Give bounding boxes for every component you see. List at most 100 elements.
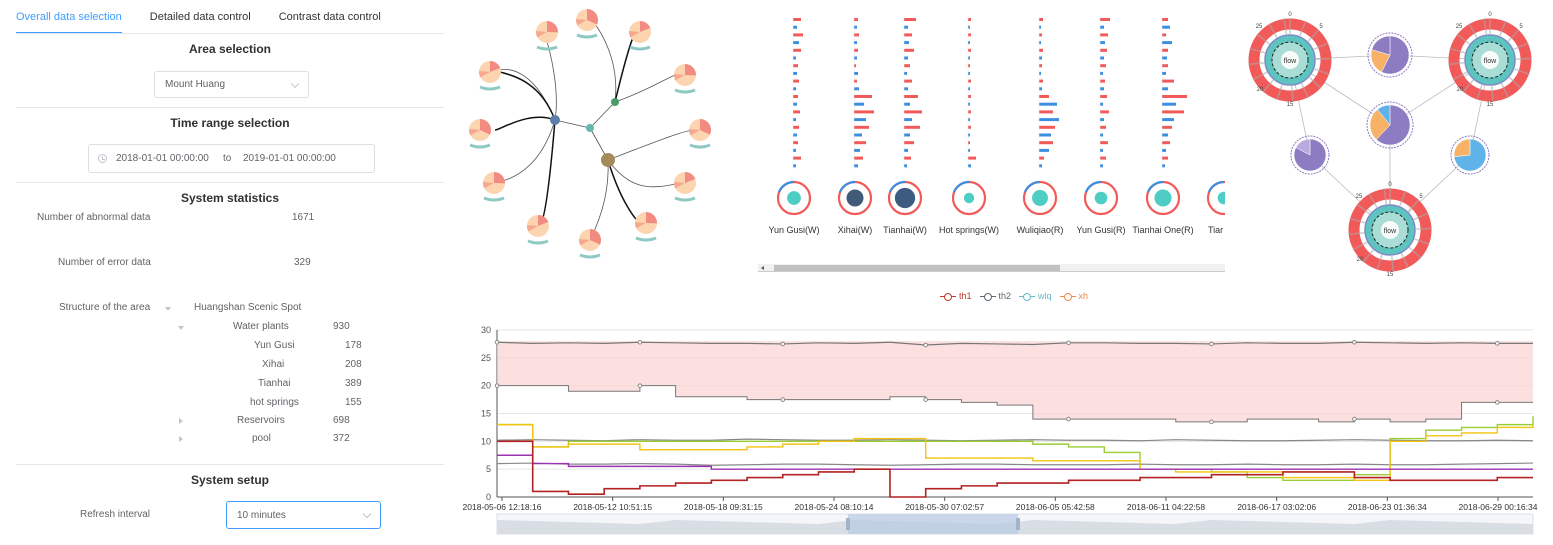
bar-mark xyxy=(854,18,858,21)
bar-mark xyxy=(1162,18,1168,21)
end-date-input[interactable]: 2019-01-01 00:00:00 xyxy=(243,153,336,164)
caret-down-icon[interactable] xyxy=(165,307,171,311)
bar-mark xyxy=(904,71,907,75)
data-point xyxy=(494,383,500,388)
gauge-center-label: flow xyxy=(1384,228,1397,235)
data-point xyxy=(494,339,500,345)
bar-mark xyxy=(793,79,799,83)
refresh-interval-select[interactable]: 10 minutes xyxy=(226,501,381,529)
bar-mark xyxy=(1039,25,1041,29)
pie-node xyxy=(483,172,505,202)
pie-node xyxy=(527,215,549,245)
pie-node xyxy=(635,212,657,242)
bar-mark xyxy=(854,125,869,129)
bar-mark xyxy=(1162,125,1172,129)
tab-contrast-data-control[interactable]: Contrast data control xyxy=(278,11,381,23)
flow-gauge: flow 0 25 5 20 15 xyxy=(1448,12,1533,108)
bar-mark xyxy=(1100,79,1105,83)
bar-mark xyxy=(904,102,910,106)
tree-value-tianhai: 389 xyxy=(345,378,362,389)
gauge-tick-label: 25 xyxy=(1256,24,1263,30)
bar-mark xyxy=(1039,18,1043,21)
gauge-center-label: flow xyxy=(1284,58,1297,65)
bar-mark xyxy=(904,125,920,129)
bar-mark xyxy=(793,148,796,152)
date-range-picker[interactable]: 2018-01-01 00:00:00 to 2019-01-01 00:00:… xyxy=(88,144,375,173)
bar-mark xyxy=(1039,95,1049,98)
x-tick-label: 2018-06-23 01:36:34 xyxy=(1348,502,1427,512)
legend-item-wlq[interactable]: wlq xyxy=(1019,291,1052,301)
bar-mark xyxy=(793,110,800,114)
bar-mark xyxy=(1162,64,1168,68)
bar-mark xyxy=(1100,25,1104,29)
tab-detailed-data-control[interactable]: Detailed data control xyxy=(149,11,251,23)
data-point xyxy=(1209,419,1214,425)
tree-item-pool[interactable]: pool xyxy=(252,433,271,444)
bar-mark xyxy=(904,79,912,83)
error-data-value: 329 xyxy=(294,257,311,268)
caret-right-icon[interactable] xyxy=(179,436,183,442)
threshold-band xyxy=(497,341,1533,422)
bar-mark xyxy=(904,95,918,98)
x-tick-label: 2018-06-17 03:02:06 xyxy=(1237,502,1316,512)
gauge-tick-label: 5 xyxy=(1319,24,1323,30)
bar-mark xyxy=(968,56,970,60)
tree-item-xihai[interactable]: Xihai xyxy=(262,359,285,370)
data-point xyxy=(1494,341,1500,346)
flow-gauge: flow 0 25 5 20 15 xyxy=(1348,182,1433,278)
bar-mark xyxy=(854,71,858,75)
refresh-interval-label: Refresh interval xyxy=(80,509,151,520)
tab-overall-data-selection[interactable]: Overall data selection xyxy=(16,0,122,34)
legend-item-th1[interactable]: th1 xyxy=(940,291,972,301)
bar-mark xyxy=(1162,118,1174,122)
y-tick-label: 15 xyxy=(481,409,491,419)
bar-mark xyxy=(968,118,970,122)
scroll-left-icon[interactable] xyxy=(761,266,764,270)
bar-mark xyxy=(1039,71,1041,75)
legend-marker-icon xyxy=(979,292,996,301)
tree-item-hot-springs[interactable]: hot springs xyxy=(250,397,299,408)
bar-mark xyxy=(854,64,856,68)
start-date-input[interactable]: 2018-01-01 00:00:00 xyxy=(116,153,209,164)
legend-item-xh[interactable]: xh xyxy=(1059,291,1089,301)
y-tick-label: 0 xyxy=(486,492,491,502)
series-line-purple xyxy=(497,454,1533,470)
bar-mark xyxy=(854,164,858,168)
caret-down-icon[interactable] xyxy=(178,326,184,330)
y-tick-label: 30 xyxy=(481,325,491,335)
system-setup-title: System setup xyxy=(190,473,270,487)
series-line-th1 xyxy=(497,440,1533,498)
tree-item-reservoirs[interactable]: Reservoirs xyxy=(237,415,285,426)
tree-root[interactable]: Huangshan Scenic Spot xyxy=(194,302,302,313)
x-tick-label: 2018-05-12 10:51:15 xyxy=(573,502,652,512)
bar-mark xyxy=(1100,110,1109,114)
horizontal-scrollbar[interactable] xyxy=(758,264,1225,272)
bar-mark xyxy=(904,141,914,145)
tree-item-yun-gusi[interactable]: Yun Gusi xyxy=(254,340,295,351)
abnormal-data-value: 1671 xyxy=(292,212,315,223)
station-label: Tiar xyxy=(1208,225,1224,235)
bar-mark xyxy=(854,33,859,37)
legend-item-th2[interactable]: th2 xyxy=(979,291,1011,301)
bar-mark xyxy=(793,71,797,75)
legend-label: xh xyxy=(1078,291,1089,301)
data-point xyxy=(923,342,928,348)
time-series-chart[interactable]: 0 5 10 15 20 25 30 2018-05-06 12:18:16 2018-05-1… xyxy=(460,318,1553,545)
x-tick-label: 2018-06-11 04:22:58 xyxy=(1127,502,1206,512)
bar-mark xyxy=(1039,79,1043,83)
bar-mark xyxy=(793,156,801,160)
tab-underline xyxy=(16,33,444,34)
tree-item-water-plants[interactable]: Water plants xyxy=(233,321,289,332)
bar-mark xyxy=(854,141,866,145)
caret-right-icon[interactable] xyxy=(179,418,183,424)
scrollbar-thumb[interactable] xyxy=(774,265,1060,271)
gauge-tick-label: 0 xyxy=(1388,182,1392,188)
bar-mark xyxy=(1162,25,1170,29)
flow-network[interactable]: flow 0 25 5 20 15 flow 0 25 5 20 15 flow 0 25 5 20 15 xyxy=(1240,0,1553,285)
area-select[interactable]: Mount Huang xyxy=(154,71,309,98)
bar-mark xyxy=(968,141,970,145)
station-bar-chart xyxy=(776,15,1225,216)
network-graph[interactable] xyxy=(460,0,735,260)
tree-item-tianhai[interactable]: Tianhai xyxy=(258,378,291,389)
bar-mark xyxy=(968,48,971,52)
